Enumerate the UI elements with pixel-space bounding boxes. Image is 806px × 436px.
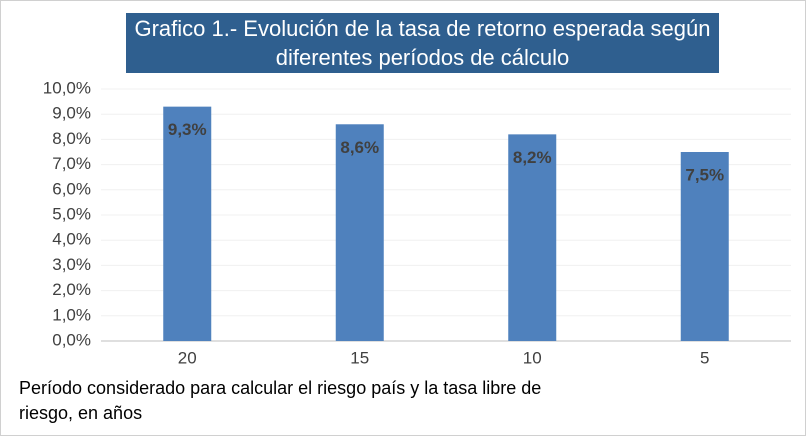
y-tick-label: 5,0% <box>52 204 91 223</box>
bar <box>335 124 384 341</box>
x-axis-label: Período considerado para calcular el rie… <box>19 378 542 423</box>
chart-title: Grafico 1.- Evolución de la tasa de reto… <box>126 13 719 73</box>
x-tick-label: 15 <box>350 348 369 367</box>
x-tick-label: 10 <box>523 348 542 367</box>
y-tick-label: 0,0% <box>52 330 91 349</box>
y-tick-label: 1,0% <box>52 305 91 324</box>
bar <box>163 106 212 341</box>
bar <box>508 134 557 341</box>
y-tick-label: 10,0% <box>43 78 91 97</box>
x-tick-label: 5 <box>700 348 709 367</box>
y-tick-label: 7,0% <box>52 154 91 173</box>
data-label: 8,2% <box>513 148 552 167</box>
data-label: 7,5% <box>685 165 724 184</box>
bar <box>680 152 729 341</box>
y-tick-label: 8,0% <box>52 129 91 148</box>
y-tick-label: 3,0% <box>52 255 91 274</box>
y-tick-label: 6,0% <box>52 179 91 198</box>
x-tick-label: 20 <box>178 348 197 367</box>
y-tick-label: 4,0% <box>52 230 91 249</box>
data-label: 9,3% <box>168 120 207 139</box>
data-label: 8,6% <box>340 138 379 157</box>
y-tick-label: 2,0% <box>52 280 91 299</box>
y-tick-label: 9,0% <box>52 104 91 123</box>
